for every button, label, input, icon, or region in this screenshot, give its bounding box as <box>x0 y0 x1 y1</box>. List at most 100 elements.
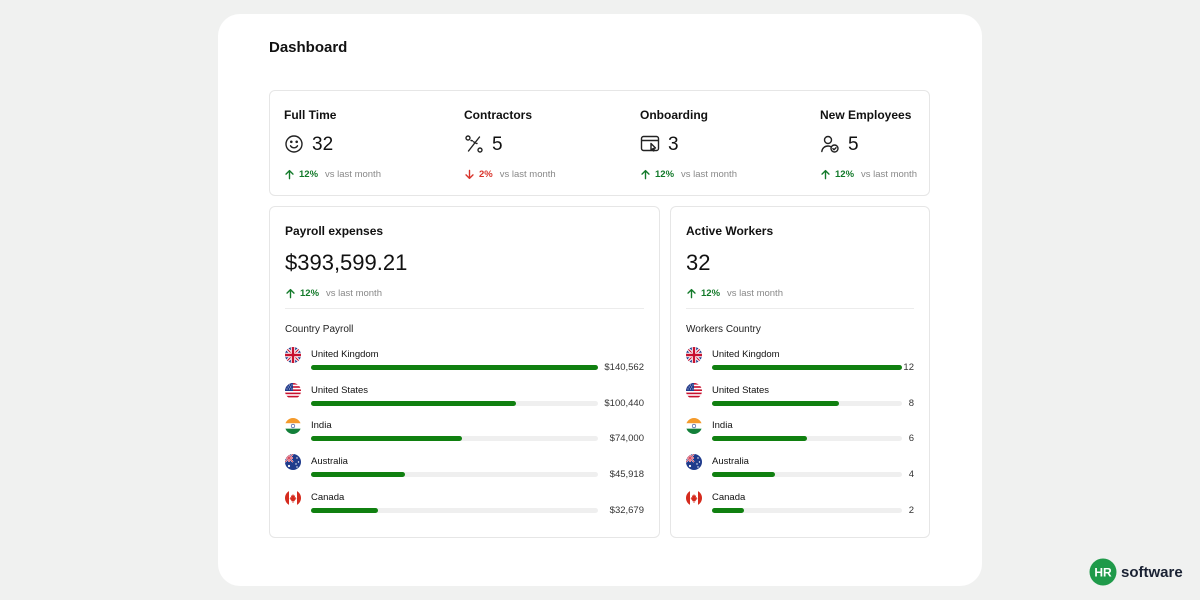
row-amount: 12 <box>903 362 914 373</box>
delta-caption: vs last month <box>326 288 382 299</box>
progress-fill <box>712 507 744 513</box>
stat-label: Onboarding <box>640 108 708 122</box>
workers-row: Australia 4 <box>686 454 914 490</box>
stat-delta: 12% vs last month <box>284 169 381 180</box>
progress-fill <box>311 436 463 442</box>
page-title: Dashboard <box>269 39 348 56</box>
workers-title: Active Workers <box>686 224 774 238</box>
country-name: Australia <box>311 456 348 468</box>
uk-flag-icon <box>285 347 301 363</box>
workers-country-list: United Kingdom 12 United States 8 India 6 Aust… <box>686 347 914 525</box>
delta-percent: 12% <box>299 169 319 180</box>
row-amount: 6 <box>908 433 914 445</box>
us-flag-icon <box>686 382 702 399</box>
stat-contractors[interactable]: Contractors 5 2% vs last month <box>464 91 634 195</box>
stat-label: Full Time <box>284 108 337 122</box>
brand-name: software <box>1121 563 1183 581</box>
country-name: Canada <box>311 491 345 503</box>
delta-caption: vs last month <box>727 288 783 299</box>
row-amount: 4 <box>908 469 914 481</box>
payroll-row: Australia $45,918 <box>285 454 644 490</box>
dashboard-canvas: Dashboard Full Time 32 12% vs last month <box>218 14 982 586</box>
arrow-up-icon <box>640 169 651 180</box>
stat-delta: 12% vs last month <box>820 169 917 180</box>
workers-row: United States 8 <box>686 382 914 419</box>
delta-percent: 12% <box>701 288 721 299</box>
stat-label: Contractors <box>464 108 533 122</box>
workers-row: United Kingdom 12 <box>686 347 914 383</box>
delta-caption: vs last month <box>681 169 737 180</box>
payroll-delta: 12% vs last month <box>285 288 382 299</box>
progress-track <box>311 400 598 406</box>
country-name: Australia <box>712 456 749 468</box>
percent-route-icon <box>464 134 484 154</box>
stat-delta: 12% vs last month <box>640 169 737 180</box>
stat-delta: 2% vs last month <box>464 169 556 180</box>
row-amount: $45,918 <box>609 469 644 481</box>
progress-track <box>712 436 902 442</box>
stats-card: Full Time 32 12% vs last month Contra <box>269 90 930 196</box>
delta-percent: 2% <box>479 169 493 180</box>
country-name: Canada <box>712 491 746 503</box>
progress-fill <box>311 472 405 478</box>
country-name: United Kingdom <box>712 349 780 360</box>
country-name: United States <box>311 384 369 396</box>
stat-full-time[interactable]: Full Time 32 12% vs last month <box>284 91 454 195</box>
payroll-row: India $74,000 <box>285 418 644 454</box>
country-payroll-list: United Kingdom $140,562 United States $100,… <box>285 347 644 525</box>
australia-flag-icon <box>686 454 702 471</box>
browser-cursor-icon <box>640 134 660 154</box>
india-flag-icon <box>686 418 702 435</box>
stat-new-employees[interactable]: New Employees 5 12% vs last month <box>820 91 928 195</box>
progress-fill <box>311 400 517 406</box>
progress-fill <box>712 436 807 442</box>
payroll-row: United Kingdom $140,562 <box>285 347 644 383</box>
stat-onboarding[interactable]: Onboarding 3 12% vs last month <box>640 91 810 195</box>
country-name: United States <box>712 384 770 396</box>
progress-track <box>311 365 598 370</box>
workers-row: Canada 2 <box>686 489 914 526</box>
row-amount: 2 <box>908 504 914 516</box>
divider <box>285 308 644 309</box>
india-flag-icon <box>285 418 301 435</box>
canada-flag-icon <box>285 489 301 506</box>
country-name: United Kingdom <box>311 349 379 360</box>
progress-track <box>311 472 598 478</box>
brand-logo: HR software <box>1089 558 1183 586</box>
divider <box>686 308 914 309</box>
delta-caption: vs last month <box>325 169 381 180</box>
uk-flag-icon <box>686 347 702 363</box>
row-amount: $100,440 <box>604 397 644 409</box>
progress-fill <box>712 400 839 406</box>
row-amount: $140,562 <box>604 362 644 373</box>
progress-track <box>712 507 902 513</box>
arrow-up-icon <box>284 169 295 180</box>
user-check-icon <box>820 134 840 154</box>
workers-country-title: Workers Country <box>686 324 761 335</box>
progress-fill <box>311 507 378 513</box>
delta-percent: 12% <box>655 169 675 180</box>
country-name: India <box>311 420 332 432</box>
country-payroll-title: Country Payroll <box>285 324 354 335</box>
row-amount: 8 <box>908 397 914 409</box>
progress-fill <box>712 365 902 370</box>
stat-value: 5 <box>848 134 859 155</box>
active-workers-panel: Active Workers 32 12% vs last month Work… <box>670 206 930 538</box>
progress-track <box>712 400 902 406</box>
workers-delta: 12% vs last month <box>686 288 783 299</box>
progress-track <box>311 507 598 513</box>
workers-row: India 6 <box>686 418 914 454</box>
progress-track <box>712 472 902 478</box>
us-flag-icon <box>285 382 301 399</box>
smile-icon <box>284 134 304 154</box>
payroll-total: $393,599.21 <box>285 250 408 275</box>
canada-flag-icon <box>686 489 702 506</box>
country-name: India <box>712 420 733 432</box>
delta-caption: vs last month <box>861 169 917 180</box>
arrow-down-icon <box>464 169 475 180</box>
hr-logo-text: HR <box>1094 566 1112 580</box>
row-amount: $32,679 <box>609 504 644 516</box>
payroll-panel: Payroll expenses $393,599.21 12% vs last… <box>269 206 660 538</box>
delta-percent: 12% <box>300 288 320 299</box>
arrow-up-icon <box>285 288 296 299</box>
